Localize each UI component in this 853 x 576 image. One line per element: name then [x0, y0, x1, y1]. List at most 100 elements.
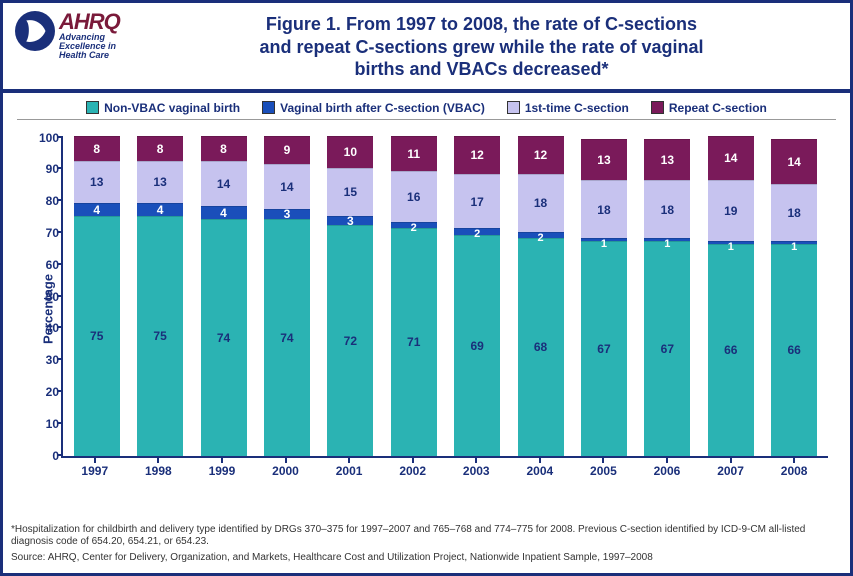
- bar-seg-first: 13: [137, 161, 183, 203]
- bar-seg-nonvbac: 66: [708, 244, 754, 455]
- bar-seg-nonvbac: 75: [137, 216, 183, 456]
- header-rule: [3, 89, 850, 93]
- x-tick-mark: [730, 458, 732, 463]
- x-tick-label: 2005: [580, 460, 626, 480]
- bar-seg-nonvbac: 72: [327, 225, 373, 455]
- bar-2005: 6711813: [581, 139, 627, 456]
- x-tick-mark: [539, 458, 541, 463]
- y-tick-mark: [58, 454, 63, 456]
- legend-swatch-repeat: [651, 101, 664, 114]
- legend-swatch-first: [507, 101, 520, 114]
- title-line-2: and repeat C-sections grew while the rat…: [155, 36, 808, 59]
- bar-seg-nonvbac: 71: [391, 228, 437, 455]
- bar-seg-vbac: 1: [644, 238, 690, 241]
- bar-seg-repeat: 13: [644, 139, 690, 181]
- logo-block: AHRQ Advancing Excellence in Health Care: [15, 11, 155, 60]
- y-tick-mark: [58, 231, 63, 233]
- y-tick-label: 70: [31, 226, 59, 240]
- bar-seg-nonvbac: 67: [644, 241, 690, 455]
- x-tick-label: 1999: [199, 460, 245, 480]
- ahrq-acronym: AHRQ: [59, 11, 120, 33]
- y-tick-label: 100: [31, 131, 59, 145]
- footnote-source: Source: AHRQ, Center for Delivery, Organ…: [11, 552, 842, 565]
- bar-seg-vbac: 2: [391, 222, 437, 228]
- bar-seg-first: 17: [454, 174, 500, 228]
- bar-seg-label: 1: [664, 238, 670, 250]
- chart-area: Percentage 75413875413874414874314972315…: [61, 138, 828, 480]
- bar-seg-vbac: 4: [74, 203, 120, 216]
- bar-seg-label: 2: [537, 232, 543, 244]
- bar-seg-first: 18: [771, 184, 817, 242]
- legend-label-vbac: Vaginal birth after C-section (VBAC): [280, 101, 485, 115]
- y-tick-mark: [58, 167, 63, 169]
- y-tick-label: 40: [31, 321, 59, 335]
- legend-label-repeat: Repeat C-section: [669, 101, 767, 115]
- bars-container: 7541387541387441487431497231510712161169…: [63, 138, 828, 456]
- legend-swatch-vbac: [262, 101, 275, 114]
- legend-rule: [17, 119, 836, 120]
- legend-item-repeat: Repeat C-section: [651, 101, 767, 115]
- y-tick-mark: [58, 199, 63, 201]
- bar-1999: 744148: [201, 136, 247, 456]
- header: AHRQ Advancing Excellence in Health Care…: [3, 3, 850, 87]
- y-tick-label: 80: [31, 194, 59, 208]
- bar-2001: 7231510: [327, 136, 373, 456]
- y-tick-mark: [58, 326, 63, 328]
- x-tick-mark: [285, 458, 287, 463]
- x-tick-label: 2008: [771, 460, 817, 480]
- bar-seg-first: 16: [391, 171, 437, 222]
- bar-seg-repeat: 8: [74, 136, 120, 162]
- bar-seg-first: 13: [74, 161, 120, 203]
- bar-seg-first: 18: [518, 174, 564, 232]
- bar-seg-repeat: 12: [518, 136, 564, 174]
- figure-frame: AHRQ Advancing Excellence in Health Care…: [0, 0, 853, 576]
- legend-item-nonvbac: Non-VBAC vaginal birth: [86, 101, 240, 115]
- bar-seg-repeat: 11: [391, 136, 437, 171]
- bar-seg-vbac: 3: [327, 216, 373, 226]
- x-tick-label: 2002: [390, 460, 436, 480]
- bar-seg-repeat: 8: [201, 136, 247, 162]
- bar-2004: 6821812: [518, 136, 564, 456]
- bar-seg-repeat: 14: [708, 136, 754, 181]
- x-tick-label: 2007: [708, 460, 754, 480]
- bar-2003: 6921712: [454, 136, 500, 456]
- bar-seg-nonvbac: 69: [454, 235, 500, 456]
- y-tick-label: 20: [31, 385, 59, 399]
- bar-seg-nonvbac: 67: [581, 241, 627, 455]
- hhs-seal-icon: [15, 11, 55, 51]
- x-tick-label: 1997: [72, 460, 118, 480]
- legend-label-first: 1st-time C-section: [525, 101, 629, 115]
- legend-item-vbac: Vaginal birth after C-section (VBAC): [262, 101, 485, 115]
- y-tick-mark: [58, 422, 63, 424]
- bar-seg-repeat: 12: [454, 136, 500, 174]
- bar-2008: 6611814: [771, 139, 817, 456]
- figure-title: Figure 1. From 1997 to 2008, the rate of…: [155, 11, 838, 81]
- x-tick-label: 2003: [453, 460, 499, 480]
- y-tick-label: 30: [31, 353, 59, 367]
- y-tick-mark: [58, 390, 63, 392]
- bar-seg-vbac: 4: [137, 203, 183, 216]
- bar-seg-nonvbac: 68: [518, 238, 564, 456]
- x-tick-mark: [602, 458, 604, 463]
- footnote-methodology: *Hospitalization for childbirth and deli…: [11, 524, 842, 549]
- x-tick-label: 2004: [517, 460, 563, 480]
- bar-2000: 743149: [264, 136, 310, 456]
- bar-seg-label: 2: [411, 222, 417, 234]
- x-axis-labels: 1997199819992000200120022003200420052006…: [61, 460, 828, 480]
- bar-seg-repeat: 14: [771, 139, 817, 184]
- bar-seg-repeat: 8: [137, 136, 183, 162]
- bar-seg-vbac: 1: [581, 238, 627, 241]
- bar-seg-label: 1: [601, 238, 607, 250]
- x-tick-mark: [348, 458, 350, 463]
- bar-seg-vbac: 4: [201, 206, 247, 219]
- legend-label-nonvbac: Non-VBAC vaginal birth: [104, 101, 240, 115]
- x-tick-mark: [94, 458, 96, 463]
- bar-seg-nonvbac: 74: [264, 219, 310, 456]
- bar-seg-vbac: 2: [454, 228, 500, 234]
- bar-2006: 6711813: [644, 139, 690, 456]
- x-tick-label: 2000: [263, 460, 309, 480]
- bar-seg-first: 18: [644, 180, 690, 238]
- bar-seg-vbac: 1: [771, 241, 817, 244]
- bar-seg-repeat: 9: [264, 136, 310, 165]
- y-tick-label: 0: [31, 449, 59, 463]
